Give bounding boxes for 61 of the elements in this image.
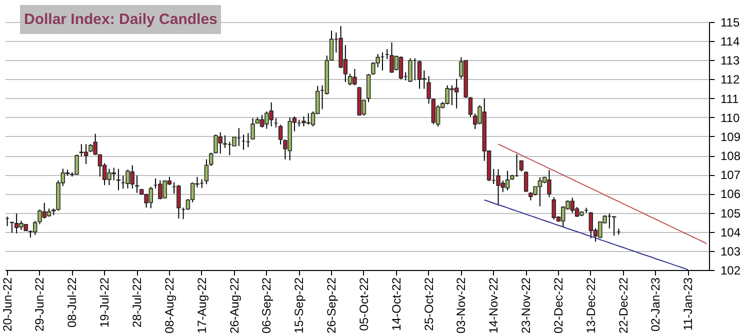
x-tick-label: 22-Dec-22 [616,277,630,334]
candlestick [134,174,140,194]
candlestick [519,160,524,172]
x-tick-label: 26-Sep-22 [324,277,339,334]
x-tick-label: 15-Sep-22 [292,277,306,334]
candlestick [408,58,412,83]
y-tick-label: 109 [720,130,741,144]
candlestick [204,158,209,185]
candlestick [505,170,510,191]
x-tick-label: 23-Nov-22 [519,277,534,334]
x-tick-label: 08-Aug-22 [162,277,176,334]
x-tick-label: 14-Oct-22 [389,277,404,331]
line-series [498,144,708,244]
chart-title: Dollar Index: Daily Candles [20,5,222,34]
x-tick-label: 08-Jul-22 [65,277,80,328]
y-tick-label: 107 [720,168,741,182]
candlestick [454,78,459,109]
x-tick-label: 14-Nov-22 [486,277,501,334]
candlestick [79,144,84,157]
y-tick-label: 115 [720,16,740,30]
candlestick [612,216,616,236]
y-tick-label: 106 [720,187,741,202]
line-series [484,199,689,270]
y-tick-label: 114 [720,34,740,49]
candlestick [431,98,436,125]
x-tick-label: 25-Oct-22 [422,277,436,331]
candlestick [398,56,404,80]
x-tick-label: 28-Jul-22 [130,277,144,328]
y-tick-label: 113 [720,54,740,68]
y-tick-label: 105 [720,206,741,220]
candlestick [366,73,371,103]
candlestick [468,96,473,118]
y-tick-label: 103 [720,244,741,258]
candlestick [10,221,14,234]
candlestick [176,184,181,219]
x-tick-label: 03-Nov-22 [454,277,468,334]
candlestick [222,134,228,148]
x-tick-label: 02-Dec-22 [551,277,566,334]
y-tick-label: 110 [720,110,740,125]
x-tick-label: 02-Jan-23 [648,277,663,332]
y-tick-label: 112 [720,72,740,87]
candlestick [84,144,88,165]
candlestick [278,124,283,145]
x-tick-label: 05-Oct-22 [356,277,371,331]
candlestick [524,170,528,193]
x-tick-label: 11-Jan-23 [681,277,696,331]
x-tick-label: 26-Aug-22 [227,277,242,334]
x-tick-label: 13-Dec-22 [584,277,598,334]
y-tick-label: 111 [720,92,740,106]
y-tick-label: 104 [720,225,741,240]
x-tick-label: 29-Jun-22 [32,277,47,332]
x-tick-label: 19-Jul-22 [98,277,112,328]
x-tick-label: 17-Aug-22 [194,277,209,334]
y-tick-label: 108 [720,149,741,164]
x-tick-label: 20-Jun-22 [0,277,14,332]
candlestick [426,76,431,104]
candlestick [209,152,214,167]
candlestick [250,118,255,140]
candlestick [116,168,121,191]
y-tick-label: 102 [720,264,741,278]
x-tick-label: 06-Sep-22 [260,277,274,334]
